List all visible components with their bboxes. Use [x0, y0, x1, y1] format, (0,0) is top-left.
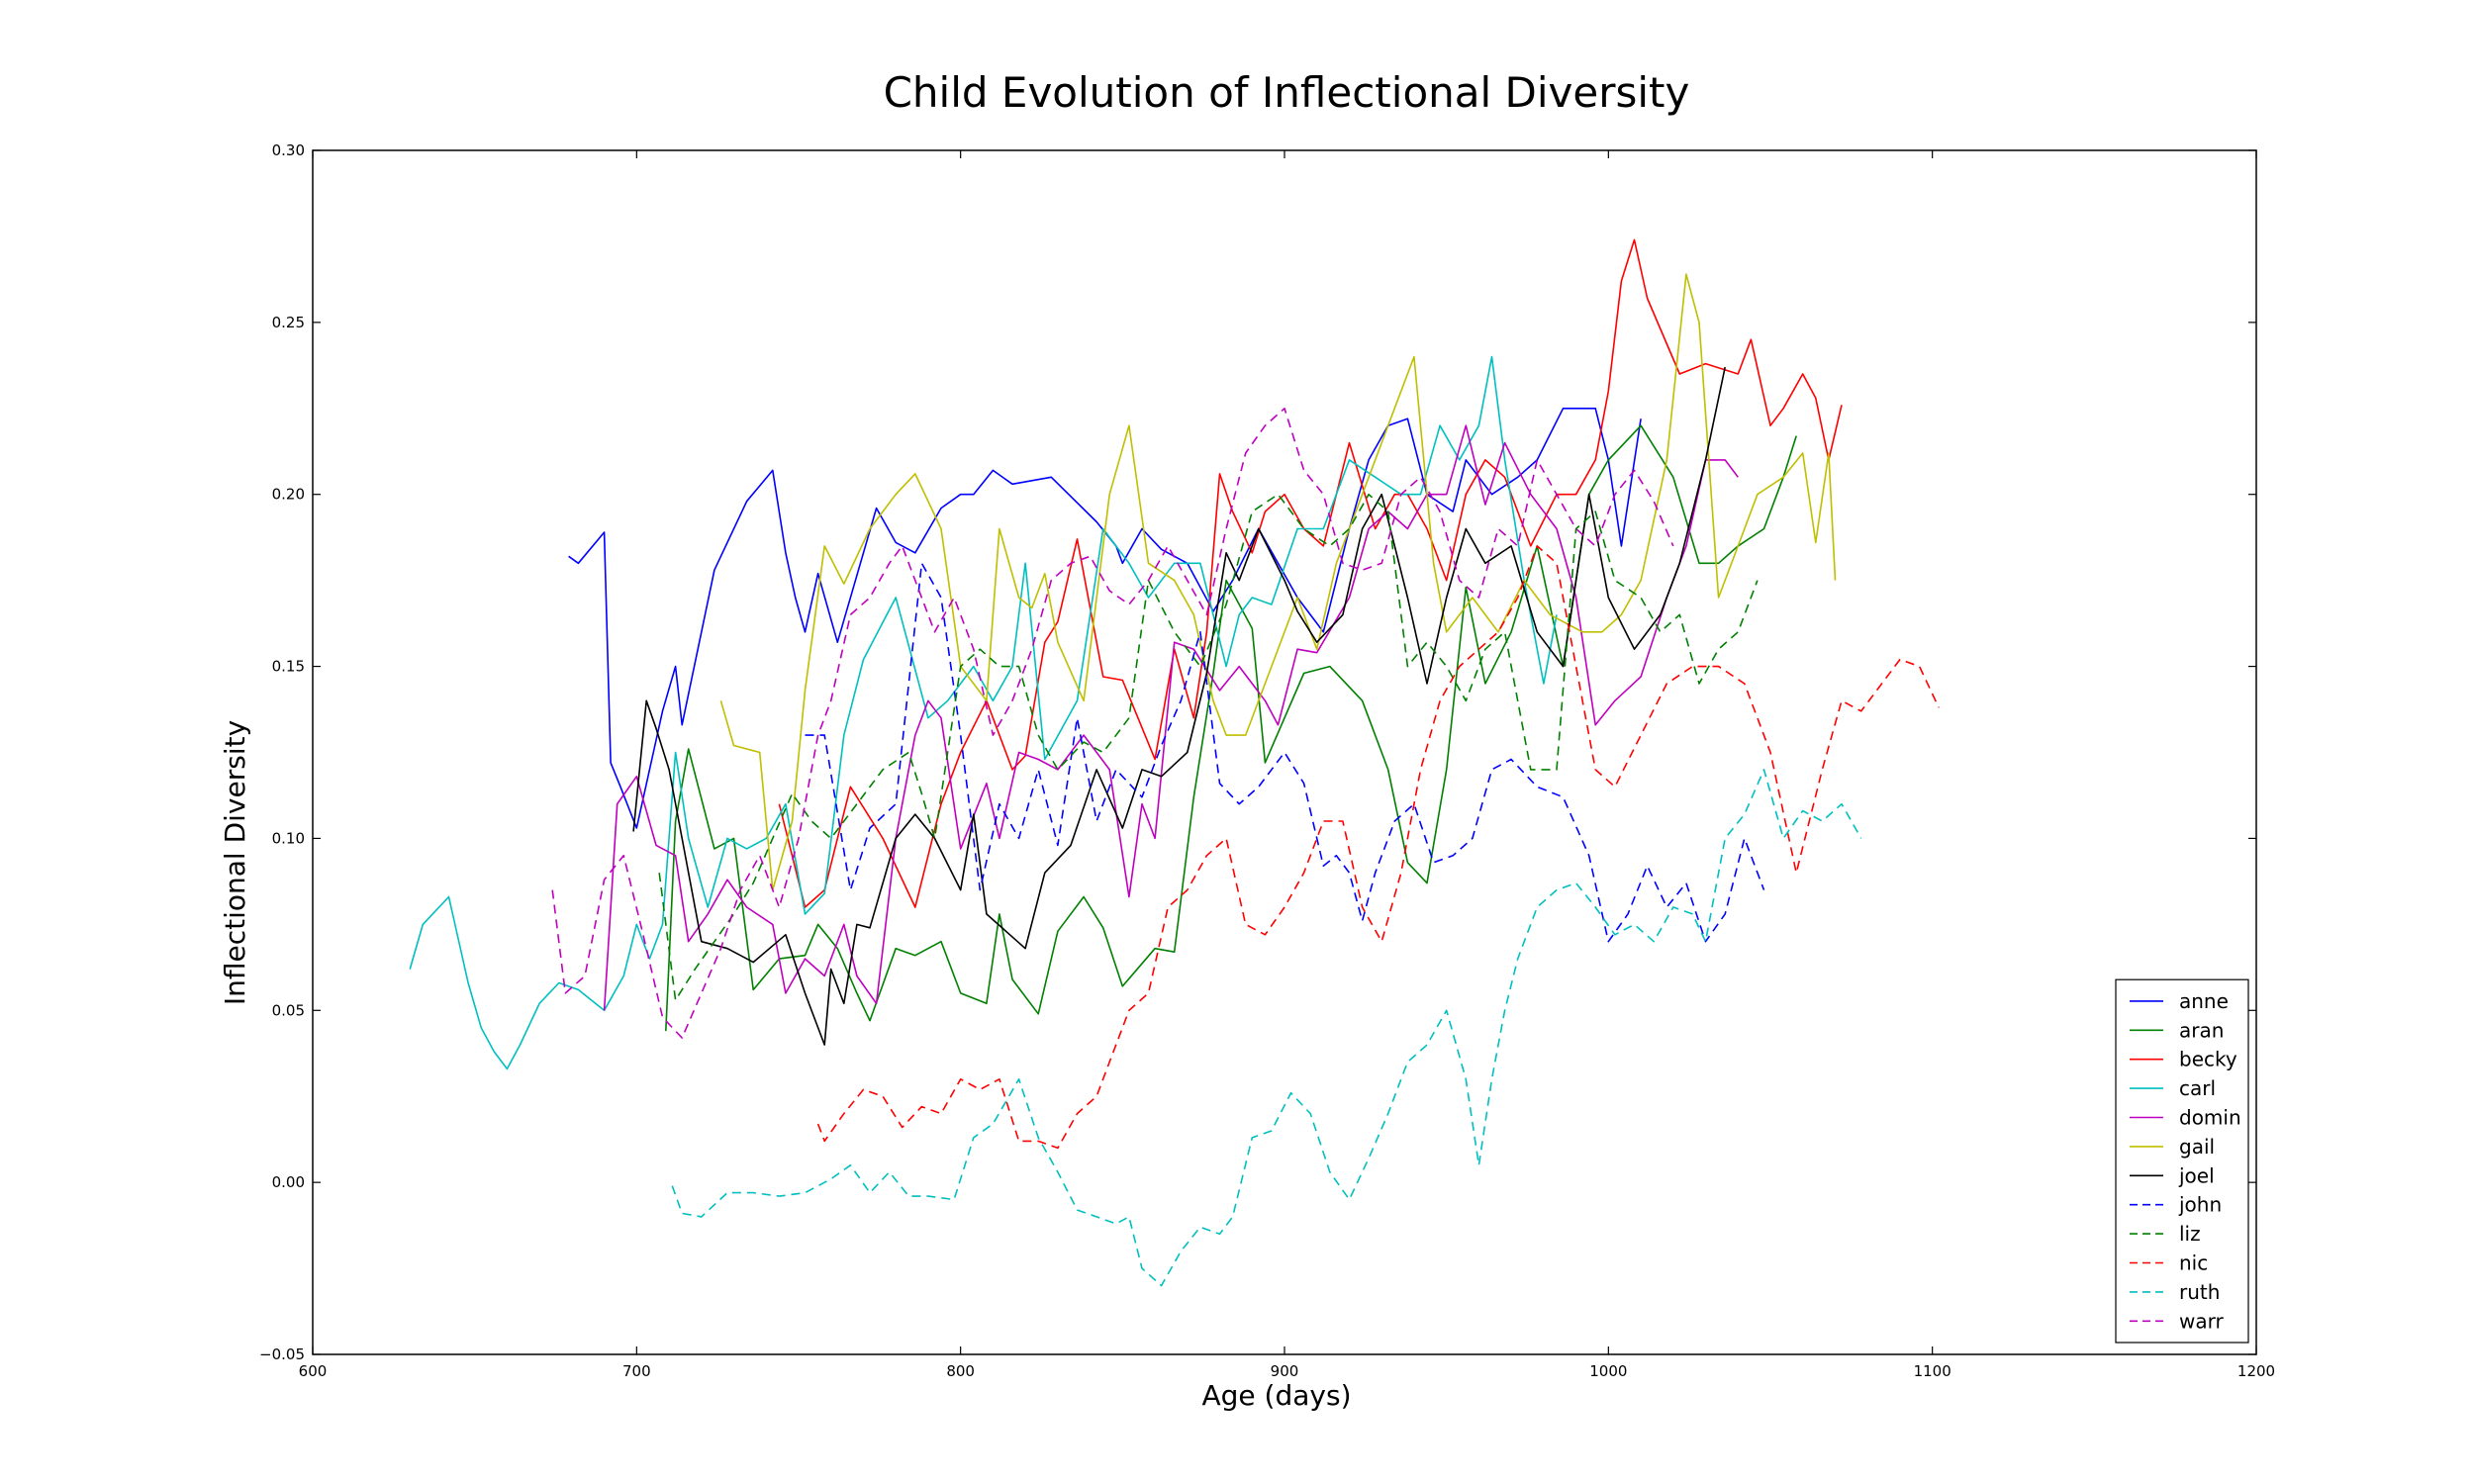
legend-label-carl: carl — [2179, 1076, 2216, 1100]
series-layer — [409, 238, 1940, 1287]
legend-label-aran: aran — [2179, 1018, 2224, 1042]
ticks-layer: 600 700 800 900 1000 1100 1200 −0.05 0.00 0.05 0.1… — [259, 141, 2275, 1380]
y-tick-label: 0.10 — [272, 829, 305, 847]
y-tick-label: 0.05 — [272, 1001, 305, 1019]
y-tick-label: 0.25 — [272, 314, 305, 331]
chart-title: Child Evolution of Inflectional Diversit… — [884, 68, 1690, 117]
series-line-liz — [658, 493, 1759, 1001]
series-line-ruth — [671, 769, 1862, 1287]
y-tick-label: 0.15 — [272, 658, 305, 676]
legend-label-john: john — [2178, 1193, 2222, 1217]
series-line-gail — [719, 273, 1837, 891]
y-tick-label: −0.05 — [259, 1345, 305, 1363]
series-line-anne — [568, 407, 1642, 829]
x-axis-label: Age (days) — [1202, 1379, 1352, 1412]
series-line-joel — [632, 366, 1726, 1046]
legend-label-joel: joel — [2178, 1163, 2215, 1187]
y-tick-label: 0.00 — [272, 1173, 305, 1191]
x-tick-label: 800 — [946, 1362, 975, 1380]
legend-label-becky: becky — [2179, 1048, 2237, 1071]
x-tick-label: 900 — [1271, 1362, 1299, 1380]
series-line-aran — [665, 424, 1797, 1032]
series-line-warr — [551, 407, 1674, 1039]
series-line-domin — [603, 424, 1739, 1011]
legend-label-nic: nic — [2179, 1252, 2208, 1275]
legend-label-domin: domin — [2179, 1106, 2241, 1130]
legend-label-warr: warr — [2179, 1309, 2224, 1333]
y-tick-label: 0.20 — [272, 486, 305, 504]
x-tick-label: 700 — [622, 1362, 651, 1380]
x-tick-label: 1000 — [1589, 1362, 1627, 1380]
plot-frame — [312, 149, 2257, 1355]
series-line-john — [805, 562, 1765, 943]
legend-box — [2115, 978, 2249, 1344]
legend: anne aran becky carl domin gail joel john liz nic… — [2115, 978, 2249, 1344]
y-tick-label: 0.30 — [272, 141, 305, 159]
series-line-becky — [778, 238, 1843, 908]
legend-label-ruth: ruth — [2179, 1280, 2220, 1304]
legend-label-anne: anne — [2179, 989, 2229, 1013]
series-line-carl — [409, 355, 1558, 1070]
legend-label-liz: liz — [2179, 1222, 2201, 1246]
series-line-nic — [816, 545, 1940, 1150]
x-tick-label: 1200 — [2237, 1362, 2275, 1380]
x-tick-label: 600 — [299, 1362, 328, 1380]
y-axis-label: Inflectional Diversity — [219, 720, 251, 1005]
x-tick-label: 1100 — [1914, 1362, 1951, 1380]
legend-label-gail: gail — [2179, 1135, 2215, 1159]
